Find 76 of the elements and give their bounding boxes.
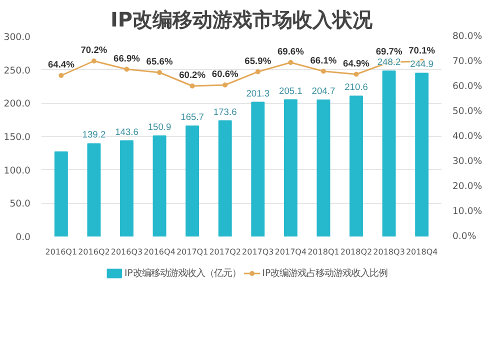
y2-tick-label: 70.0% [452, 56, 482, 67]
data-label: 248.2 [377, 57, 401, 68]
legend-label: IP改编移动游戏收入（亿元） [124, 268, 241, 279]
point [222, 82, 228, 88]
x-tick-label: 2018Q2 [340, 248, 372, 256]
bar [350, 96, 363, 236]
point [354, 72, 359, 77]
data-label: 60.2% [179, 70, 206, 80]
x-tick-label: 2016Q4 [144, 248, 176, 256]
bar [218, 120, 232, 236]
y2-tick-label: 30.0% [452, 156, 482, 167]
bar [316, 100, 330, 236]
point [320, 68, 326, 74]
x-tick-label: 2016Q3 [110, 248, 143, 256]
point [58, 73, 64, 78]
bar [415, 72, 429, 236]
chart-title: IP改编移动游戏市场收入状况 [110, 8, 374, 32]
point [288, 60, 294, 65]
data-label: 64.9% [343, 58, 370, 68]
bar [186, 126, 200, 236]
bar [87, 143, 101, 236]
x-tick-label: 2017Q4 [274, 248, 307, 256]
data-label: 69.7% [376, 46, 403, 56]
data-label: 64.4% [48, 60, 76, 70]
data-label: 244.9 [410, 59, 434, 70]
y-tick-label: 100.0 [4, 165, 31, 176]
y2-tick-label: 60.0% [452, 81, 482, 92]
x-tick-label: 2017Q2 [209, 248, 241, 256]
y-tick-label: 150.0 [4, 132, 31, 143]
x-tick-label: 2018Q1 [308, 248, 340, 256]
x-tick-label: 2017Q3 [242, 248, 274, 256]
data-label: 66.1% [310, 55, 338, 66]
x-tick-label: 2018Q3 [373, 248, 405, 256]
point [91, 58, 96, 64]
y2-tick-label: 50.0% [452, 106, 482, 117]
data-label: 66.9% [114, 53, 141, 64]
y-tick-label: 250.0 [4, 65, 31, 76]
point [190, 84, 195, 88]
data-label: 143.6 [115, 126, 138, 137]
y2-tick-label: 80.0% [452, 31, 482, 42]
y2-tick-label: 10.0% [452, 206, 482, 217]
data-label: 60.6% [212, 69, 240, 79]
data-label: 204.7 [312, 86, 336, 96]
data-label: 69.6% [277, 46, 305, 56]
data-label: 150.9 [148, 122, 172, 132]
y2-tick-label: 0.0% [452, 231, 476, 242]
point [255, 69, 260, 74]
x-tick-label: 2017Q1 [176, 248, 208, 256]
y2-tick-label: 20.0% [452, 181, 482, 192]
bar [120, 140, 134, 236]
data-label: 205.1 [279, 86, 302, 96]
bar [152, 135, 166, 236]
data-label: 210.6 [344, 82, 368, 92]
bar [251, 102, 265, 236]
x-tick-label: 2016Q2 [78, 248, 110, 256]
y-tick-label: 50.0 [10, 198, 31, 210]
bar [284, 99, 298, 236]
y-tick-label: 300.0 [4, 32, 31, 43]
data-label: 201.3 [246, 88, 270, 98]
data-label: 165.7 [180, 112, 204, 122]
data-label: 70.1% [408, 45, 436, 56]
y-tick-label: 200.0 [4, 98, 31, 110]
data-label: 70.2% [80, 45, 108, 55]
data-label: 139.2 [82, 130, 106, 140]
y-tick-label: 0.0 [16, 232, 31, 243]
bar [54, 151, 68, 236]
point [157, 70, 162, 75]
x-tick-label: 2016Q1 [45, 248, 78, 256]
point [124, 66, 130, 72]
y2-tick-label: 40.0% [452, 131, 482, 142]
bar [382, 70, 396, 236]
legend-label: IP改编游戏占移动游戏收入比例 [262, 268, 388, 279]
x-tick-label: 2018Q4 [406, 248, 438, 256]
data-label: 173.6 [213, 106, 237, 117]
data-label: 65.9% [244, 56, 272, 66]
data-label: 65.6% [146, 56, 174, 66]
